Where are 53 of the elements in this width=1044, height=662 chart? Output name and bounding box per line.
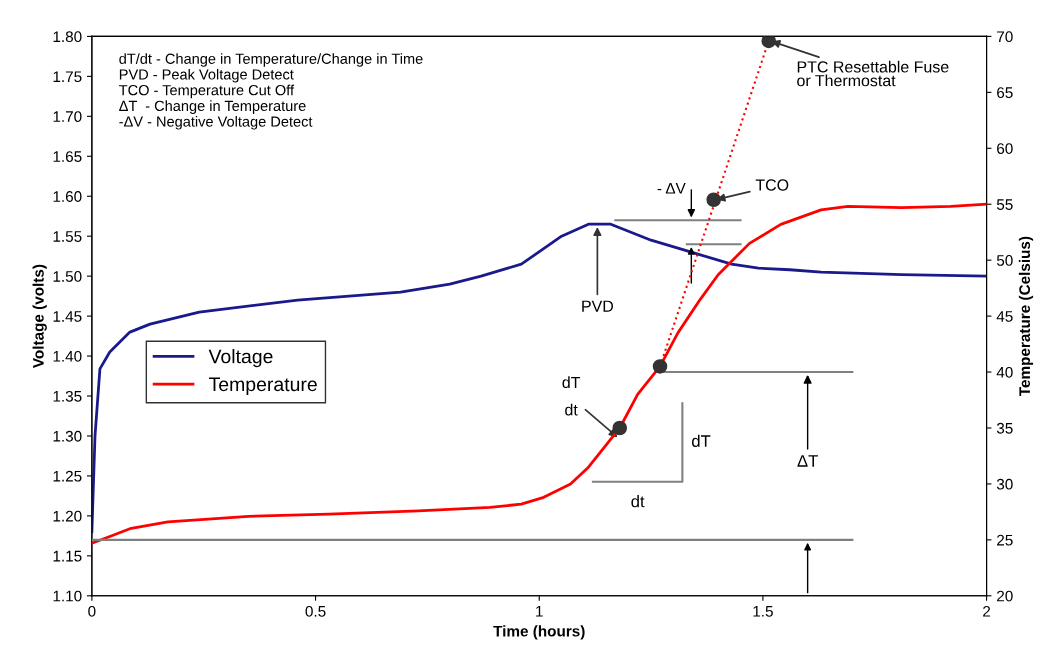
y2-axis-title: Temperature (Celsius) bbox=[1018, 236, 1034, 397]
x-tick-label: 1.5 bbox=[753, 606, 773, 617]
y-tick-label: 1.10 bbox=[53, 590, 82, 602]
y2-tick-label: 60 bbox=[997, 143, 1013, 154]
x-tick-label: 1 bbox=[536, 606, 543, 617]
y2-tick-label: 40 bbox=[996, 366, 1013, 378]
point bbox=[612, 420, 628, 436]
x-tick-label: 2 bbox=[983, 605, 991, 617]
y-tick-label: 1.35 bbox=[53, 390, 82, 402]
y2-tick-label: 45 bbox=[996, 311, 1013, 322]
annotation: dT/dt - Change in Temperature/Change in Time bbox=[119, 53, 423, 67]
annotation: PTC Resettable Fuse or Thermostat bbox=[797, 60, 949, 87]
y2-tick-label: 25 bbox=[997, 534, 1013, 546]
y2-tick-label: 50 bbox=[996, 255, 1013, 266]
x-axis-title: Time (hours) bbox=[493, 625, 585, 640]
annotation: PVD - Peak Voltage Detect bbox=[119, 68, 294, 83]
point bbox=[652, 359, 668, 374]
legend-label: Temperature bbox=[208, 377, 317, 396]
y-tick-label: 1.80 bbox=[53, 31, 82, 43]
x-tick-label: 0.5 bbox=[305, 605, 326, 617]
annotation: dt bbox=[631, 495, 645, 508]
annotation: TCO bbox=[755, 179, 789, 191]
y-tick-label: 1.30 bbox=[53, 430, 82, 442]
y-tick-label: 1.75 bbox=[53, 71, 82, 83]
y2-tick-label: 35 bbox=[996, 422, 1013, 434]
y-tick-label: 1.70 bbox=[53, 111, 82, 123]
annotation: ΔT bbox=[797, 455, 818, 467]
x-tick-label: 0 bbox=[88, 605, 96, 617]
legend-label: Voltage bbox=[208, 349, 273, 368]
y2-tick-label: 20 bbox=[997, 590, 1013, 602]
y2-tick-label: 55 bbox=[996, 199, 1013, 210]
annotation: -ΔV - Negative Voltage Detect bbox=[119, 116, 313, 130]
point bbox=[761, 36, 777, 49]
annotation: dT bbox=[692, 434, 711, 447]
annotation: - ΔV bbox=[657, 183, 686, 194]
y-tick-label: 1.40 bbox=[53, 350, 82, 362]
y-tick-label: 1.25 bbox=[53, 470, 82, 482]
annotation: dT dt bbox=[562, 376, 581, 416]
y-tick-label: 1.15 bbox=[53, 550, 82, 562]
y2-tick-label: 65 bbox=[997, 87, 1013, 99]
y-tick-label: 1.60 bbox=[53, 191, 82, 202]
annotation: PVD bbox=[582, 300, 614, 312]
point bbox=[706, 192, 721, 208]
y2-tick-label: 30 bbox=[996, 478, 1013, 490]
y-tick-label: 1.55 bbox=[53, 231, 82, 242]
y-tick-label: 1.65 bbox=[53, 151, 82, 162]
y-axis-title: Voltage (volts) bbox=[32, 264, 47, 369]
annotation: ΔT - Change in Temperature bbox=[119, 100, 306, 114]
y-tick-label: 1.45 bbox=[53, 311, 82, 322]
annotation: TCO - Temperature Cut Off bbox=[119, 84, 295, 99]
y-tick-label: 1.50 bbox=[53, 271, 82, 282]
y2-tick-label: 70 bbox=[997, 31, 1013, 43]
y-tick-label: 1.20 bbox=[53, 510, 82, 522]
